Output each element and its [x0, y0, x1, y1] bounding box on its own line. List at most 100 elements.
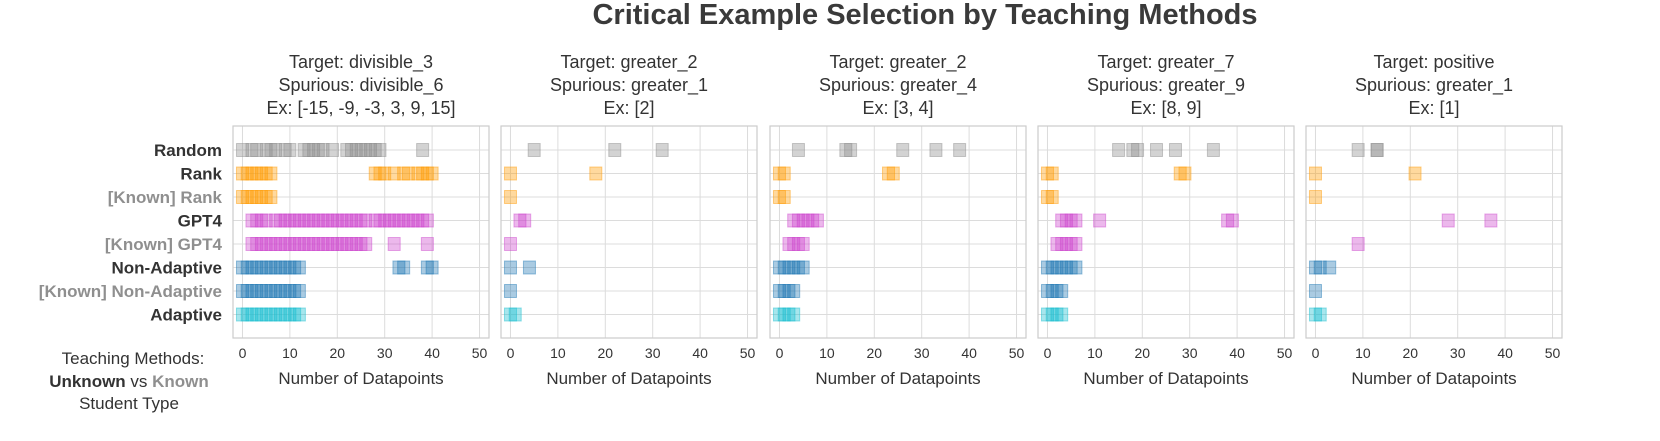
data-marker	[1064, 213, 1078, 228]
data-marker	[250, 166, 264, 181]
data-marker	[330, 237, 344, 251]
data-marker	[1069, 260, 1083, 275]
data-marker	[387, 166, 401, 181]
data-marker	[1045, 284, 1059, 298]
data-marker	[269, 213, 283, 228]
x-tick-label: 20	[867, 345, 883, 361]
data-marker	[1308, 260, 1322, 275]
data-marker	[349, 237, 363, 251]
data-marker	[1323, 260, 1337, 275]
data-marker	[1308, 166, 1322, 181]
x-tick-label: 50	[1545, 345, 1561, 361]
data-marker	[250, 190, 264, 204]
data-marker	[1055, 213, 1069, 228]
x-tick-label: 20	[1403, 345, 1419, 361]
data-marker	[886, 166, 900, 181]
row-label: Random	[154, 141, 222, 160]
data-marker	[259, 143, 273, 157]
data-marker	[373, 213, 387, 228]
data-marker	[882, 166, 896, 181]
data-marker	[1045, 260, 1059, 275]
row-labels: Random Rank [Known] Rank GPT4 [Known] GPT4 No…	[39, 141, 223, 325]
data-marker	[782, 284, 796, 298]
x-tick-label: 10	[550, 345, 566, 361]
data-marker	[349, 213, 363, 228]
data-marker	[326, 143, 340, 157]
data-marker	[1093, 213, 1107, 228]
data-marker	[953, 143, 967, 157]
data-marker	[503, 260, 517, 275]
data-marker	[240, 166, 254, 181]
data-marker	[283, 307, 297, 322]
data-marker	[269, 237, 283, 251]
data-marker	[278, 260, 292, 275]
data-marker	[503, 166, 517, 181]
data-marker	[250, 284, 264, 298]
data-marker	[1313, 260, 1327, 275]
data-marker	[245, 260, 259, 275]
data-marker	[787, 237, 801, 251]
data-marker	[1308, 190, 1322, 204]
data-marker	[1178, 166, 1192, 181]
data-marker	[292, 260, 306, 275]
data-marker	[1040, 166, 1054, 181]
panel-title-line: Spurious: greater_9	[1087, 75, 1245, 96]
data-marker	[259, 213, 273, 228]
data-marker	[1045, 307, 1059, 322]
legend: Teaching Methods: Unknown vs Known Student…	[49, 349, 209, 413]
data-marker	[302, 143, 316, 157]
data-marker	[1045, 190, 1059, 204]
data-marker	[235, 284, 249, 298]
data-marker	[359, 143, 373, 157]
data-marker	[297, 213, 311, 228]
x-axis-label: Number of Datapoints	[546, 369, 711, 388]
data-marker	[273, 284, 287, 298]
data-marker	[1069, 213, 1083, 228]
data-marker	[354, 143, 368, 157]
panel-title-line: Ex: [1]	[1408, 98, 1459, 118]
data-marker	[288, 307, 302, 322]
panel-title-line: Spurious: greater_1	[1355, 75, 1513, 96]
data-marker	[240, 307, 254, 322]
data-marker	[1040, 284, 1054, 298]
data-marker	[307, 213, 321, 228]
legend-line-2: Unknown vs Known	[49, 372, 209, 391]
data-marker	[245, 166, 259, 181]
data-marker	[1050, 260, 1064, 275]
data-marker	[245, 190, 259, 204]
data-marker	[1069, 237, 1083, 251]
data-marker	[1050, 307, 1064, 322]
x-axis-label: Number of Datapoints	[1351, 369, 1516, 388]
plot-frame	[769, 125, 1027, 339]
data-marker	[397, 166, 411, 181]
data-marker	[387, 237, 401, 251]
data-marker	[316, 237, 330, 251]
data-marker	[254, 166, 268, 181]
data-marker	[1064, 260, 1078, 275]
data-marker	[269, 284, 283, 298]
data-marker	[278, 237, 292, 251]
data-marker	[321, 213, 335, 228]
data-marker	[772, 284, 786, 298]
data-marker	[518, 213, 532, 228]
data-marker	[311, 213, 325, 228]
data-marker	[1040, 190, 1054, 204]
data-marker	[245, 237, 259, 251]
data-marker	[1112, 143, 1126, 157]
data-marker	[273, 307, 287, 322]
data-marker	[791, 260, 805, 275]
data-marker	[1484, 213, 1498, 228]
data-marker	[254, 190, 268, 204]
data-marker	[340, 213, 354, 228]
row-label: GPT4	[178, 212, 223, 231]
data-marker	[283, 143, 297, 157]
data-marker	[264, 307, 278, 322]
data-marker	[235, 166, 249, 181]
data-marker	[782, 307, 796, 322]
data-marker	[245, 143, 259, 157]
plot-frame	[1037, 125, 1295, 339]
data-marker	[608, 143, 622, 157]
data-marker	[420, 213, 434, 228]
